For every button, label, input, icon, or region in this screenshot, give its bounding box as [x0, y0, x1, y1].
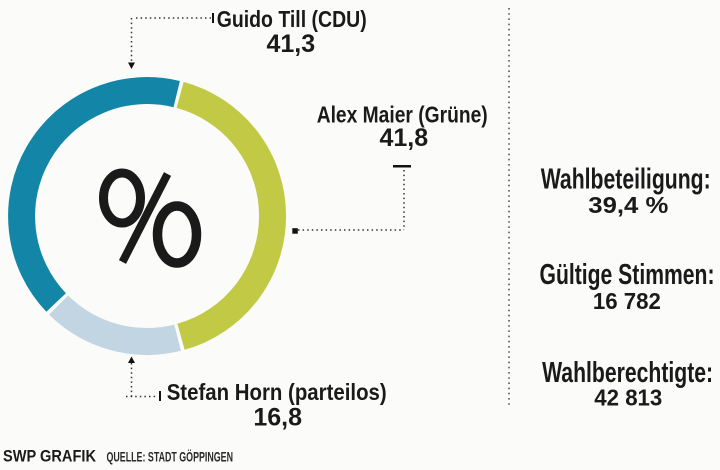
svg-text:41,3: 41,3: [266, 30, 315, 58]
svg-text:QUELLE: STADT GÖPPINGEN: QUELLE: STADT GÖPPINGEN: [107, 449, 234, 465]
svg-text:SWP GRAFIK: SWP GRAFIK: [3, 447, 97, 466]
svg-text:Stefan Horn (parteilos): Stefan Horn (parteilos): [167, 379, 387, 405]
svg-text:16 782: 16 782: [593, 288, 661, 314]
svg-text:Wahlberechtigte:: Wahlberechtigte:: [542, 357, 713, 389]
svg-text:42 813: 42 813: [594, 385, 662, 411]
svg-text:Wahlbeteiligung:: Wahlbeteiligung:: [541, 164, 711, 196]
svg-text:Guido Till (CDU): Guido Till (CDU): [217, 6, 367, 32]
svg-text:16,8: 16,8: [253, 404, 302, 432]
svg-text:Gültige Stimmen:: Gültige Stimmen:: [540, 259, 715, 291]
svg-text:41,8: 41,8: [379, 124, 428, 152]
svg-text:39,4 %: 39,4 %: [588, 192, 668, 218]
svg-text:Alex Maier (Grüne): Alex Maier (Grüne): [317, 102, 488, 128]
